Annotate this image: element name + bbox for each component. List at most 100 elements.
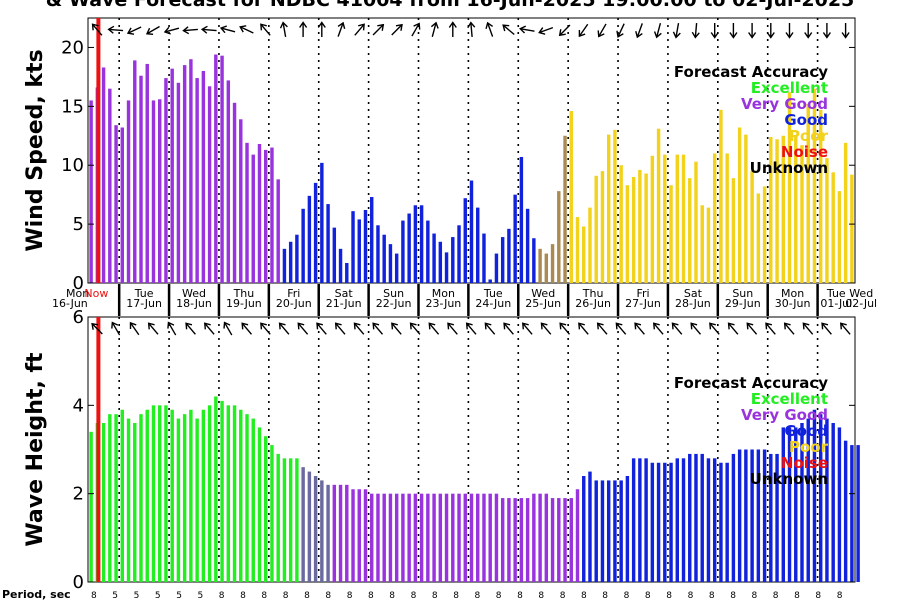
wind-bar bbox=[619, 165, 623, 283]
legend-item: Poor bbox=[789, 127, 829, 145]
wind-bar bbox=[139, 75, 143, 284]
date-label: 18-Jun bbox=[176, 297, 212, 310]
direction-arrow bbox=[411, 22, 421, 37]
wind-bar bbox=[338, 248, 343, 283]
day-of-week-label: Tue bbox=[826, 287, 846, 300]
date-label: 02-Jul bbox=[845, 297, 877, 310]
wind-bar bbox=[613, 129, 617, 283]
direction-arrow bbox=[223, 321, 233, 336]
direction-arrow bbox=[616, 23, 625, 38]
legend-title: Forecast Accuracy bbox=[674, 374, 828, 392]
direction-arrow bbox=[672, 22, 681, 39]
direction-arrow bbox=[710, 23, 719, 39]
period-value: 8 bbox=[475, 591, 481, 600]
y-tick-label: 4 bbox=[73, 395, 84, 416]
wave-bar bbox=[719, 462, 723, 582]
y-tick-label: 6 bbox=[73, 307, 84, 328]
wave-bar bbox=[775, 453, 779, 582]
direction-arrow bbox=[316, 322, 327, 335]
wind-bar bbox=[588, 207, 592, 283]
wind-bar bbox=[469, 180, 474, 283]
wave-bar bbox=[569, 498, 573, 582]
direction-arrow bbox=[391, 322, 402, 335]
wave-bar bbox=[133, 423, 137, 582]
wind-gridlines bbox=[96, 18, 819, 283]
period-values-row: 8 5 5 5 5 5 8 8 8 8 8 8 8 8 8 8 8 8 8 8 8 8 8 8 8 8 8 8 8 8 8 8 8 8 8 8 bbox=[91, 591, 843, 601]
period-value: 8 bbox=[325, 591, 331, 600]
wind-direction-arrows bbox=[91, 21, 850, 39]
wind-bar bbox=[794, 135, 798, 283]
wave-bar bbox=[681, 458, 686, 582]
period-value: 8 bbox=[602, 591, 608, 600]
wind-bar bbox=[787, 92, 792, 283]
wave-bar bbox=[288, 458, 293, 582]
direction-arrow bbox=[653, 23, 662, 39]
wave-bar bbox=[806, 418, 810, 582]
legend-item: Good bbox=[784, 422, 828, 440]
wind-bar bbox=[307, 195, 312, 283]
wave-bar bbox=[276, 453, 280, 582]
wind-bar bbox=[582, 226, 586, 283]
direction-arrow bbox=[428, 322, 440, 335]
wave-bar bbox=[594, 480, 598, 582]
now-label: Now bbox=[84, 287, 108, 300]
day-of-week-label: Wed bbox=[849, 287, 873, 300]
day-of-week-label: Sun bbox=[732, 287, 753, 300]
wave-bar bbox=[432, 493, 436, 582]
period-value: 8 bbox=[709, 591, 715, 600]
period-value: 8 bbox=[815, 591, 821, 600]
wind-bar bbox=[413, 205, 418, 283]
wind-bar bbox=[419, 205, 424, 283]
legend-item: Noise bbox=[781, 454, 828, 472]
wave-bar bbox=[407, 493, 411, 582]
direction-arrow bbox=[239, 25, 254, 34]
period-value: 8 bbox=[538, 591, 544, 600]
wave-bar bbox=[750, 449, 754, 582]
wind-bar bbox=[831, 172, 835, 283]
wave-bar bbox=[382, 493, 386, 582]
wind-bar bbox=[762, 186, 767, 283]
direction-arrow bbox=[727, 322, 739, 335]
wave-bars bbox=[89, 396, 860, 582]
wave-bar bbox=[270, 445, 274, 582]
wave-bar bbox=[376, 493, 380, 582]
wave-bar bbox=[444, 493, 449, 582]
wind-bar bbox=[550, 244, 555, 283]
wave-bar bbox=[625, 476, 630, 582]
direction-arrow bbox=[597, 23, 607, 38]
date-label: 22-Jun bbox=[376, 297, 412, 310]
wave-bar bbox=[120, 409, 125, 582]
wind-bar bbox=[669, 185, 673, 283]
direction-arrow bbox=[521, 322, 533, 335]
direction-arrow bbox=[822, 23, 831, 39]
wave-bar bbox=[426, 493, 430, 582]
wave-bar bbox=[482, 493, 486, 582]
direction-arrow bbox=[484, 322, 496, 335]
wave-bar bbox=[675, 458, 679, 582]
wave-bar bbox=[363, 489, 368, 582]
wind-bar bbox=[638, 169, 642, 283]
direction-arrow bbox=[785, 23, 794, 39]
wind-bar bbox=[812, 88, 817, 283]
date-label: 21-Jun bbox=[326, 297, 362, 310]
wind-bar bbox=[207, 86, 212, 283]
legend-item: Very Good bbox=[741, 406, 828, 424]
wind-bar bbox=[251, 154, 255, 283]
direction-arrow bbox=[107, 25, 124, 34]
wave-bar bbox=[494, 493, 499, 582]
wind-bar bbox=[189, 59, 193, 283]
legend-item: Poor bbox=[789, 438, 829, 456]
wave-bar bbox=[781, 427, 785, 582]
wave-bar bbox=[370, 493, 374, 582]
wave-bar bbox=[663, 462, 667, 582]
y-tick-label: 0 bbox=[73, 572, 84, 593]
wave-bar bbox=[557, 498, 561, 582]
direction-arrow bbox=[279, 21, 288, 38]
period-value: 8 bbox=[496, 591, 502, 600]
wave-bar bbox=[207, 405, 212, 582]
wind-bar bbox=[282, 248, 287, 283]
day-of-week-label: Sat bbox=[684, 287, 703, 300]
period-value: 8 bbox=[837, 591, 843, 600]
wind-bar bbox=[201, 71, 206, 283]
direction-arrow bbox=[615, 322, 627, 335]
